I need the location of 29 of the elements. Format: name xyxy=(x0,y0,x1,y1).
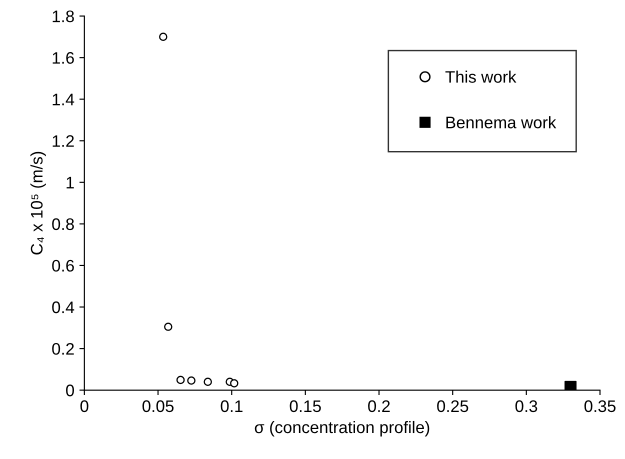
x-axis-title: σ (concentration profile) xyxy=(254,420,430,436)
legend-label: Bennema work xyxy=(446,116,556,128)
point xyxy=(204,378,212,386)
point xyxy=(564,380,577,390)
y-tick-label: 0 xyxy=(66,384,74,396)
point xyxy=(164,322,172,331)
x-tick-label: 0.3 xyxy=(515,400,538,412)
y-tick-label: 1.4 xyxy=(52,94,74,106)
x-tick-label: 0 xyxy=(80,400,88,412)
y-tick-label: 1.8 xyxy=(52,10,74,22)
point xyxy=(187,376,196,385)
y-tick-label: 1 xyxy=(66,176,74,188)
point xyxy=(230,379,238,388)
y-tick-label: 1.2 xyxy=(52,135,74,147)
legend-label: This work xyxy=(445,70,516,83)
point xyxy=(176,376,185,384)
x-tick-label: 0.35 xyxy=(584,400,616,412)
x-tick-label: 0.1 xyxy=(220,400,242,412)
point xyxy=(159,32,168,42)
y-tick-label: 0.8 xyxy=(52,218,74,230)
y-tick-label: 1.6 xyxy=(52,52,74,64)
x-tick-label: 0.15 xyxy=(290,400,321,412)
x-tick-label: 0.05 xyxy=(142,400,174,412)
y-axis-title: C₄ x 10⁵ (m/s) xyxy=(30,152,46,254)
y-tick-label: 0.4 xyxy=(52,301,74,314)
y-tick-label: 0.2 xyxy=(52,342,74,355)
y-tick-label: 0.6 xyxy=(52,260,74,272)
x-tick-label: 0.25 xyxy=(437,400,468,412)
x-tick-label: 0.2 xyxy=(368,400,390,412)
